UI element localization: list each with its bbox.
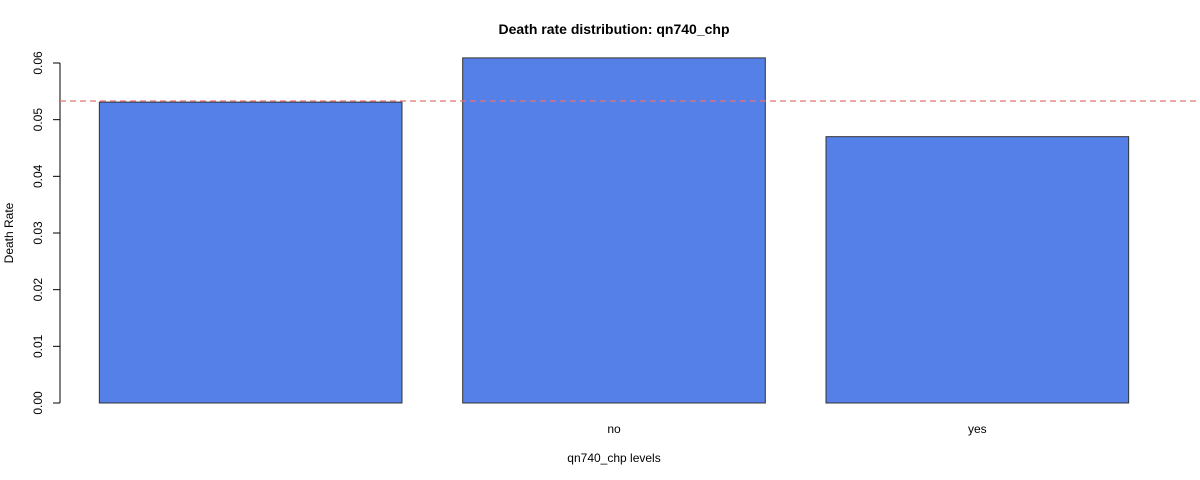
bar-blank	[98, 101, 403, 404]
y-tick-label: 0.06	[31, 51, 45, 75]
chart-title: Death rate distribution: qn740_chp	[498, 21, 729, 37]
y-tick-label: 0.03	[31, 221, 45, 245]
y-tick-label: 0.05	[31, 108, 45, 132]
x-tick-label: yes	[968, 422, 987, 436]
x-tick-label: no	[607, 422, 621, 436]
y-tick-label: 0.02	[31, 278, 45, 302]
y-tick-label: 0.00	[31, 391, 45, 415]
y-axis: 0.00 0.01 0.02 0.03 0.04 0.05 0.06	[31, 51, 61, 415]
y-tick-label: 0.01	[31, 334, 45, 358]
bar-yes	[825, 136, 1130, 404]
bars-group	[98, 57, 1130, 404]
x-axis-label: qn740_chp levels	[567, 451, 660, 465]
y-tick-label: 0.04	[31, 164, 45, 188]
y-axis-label: Death Rate	[2, 202, 16, 263]
x-axis-labels: no yes	[607, 422, 986, 436]
bar-no	[462, 57, 766, 404]
